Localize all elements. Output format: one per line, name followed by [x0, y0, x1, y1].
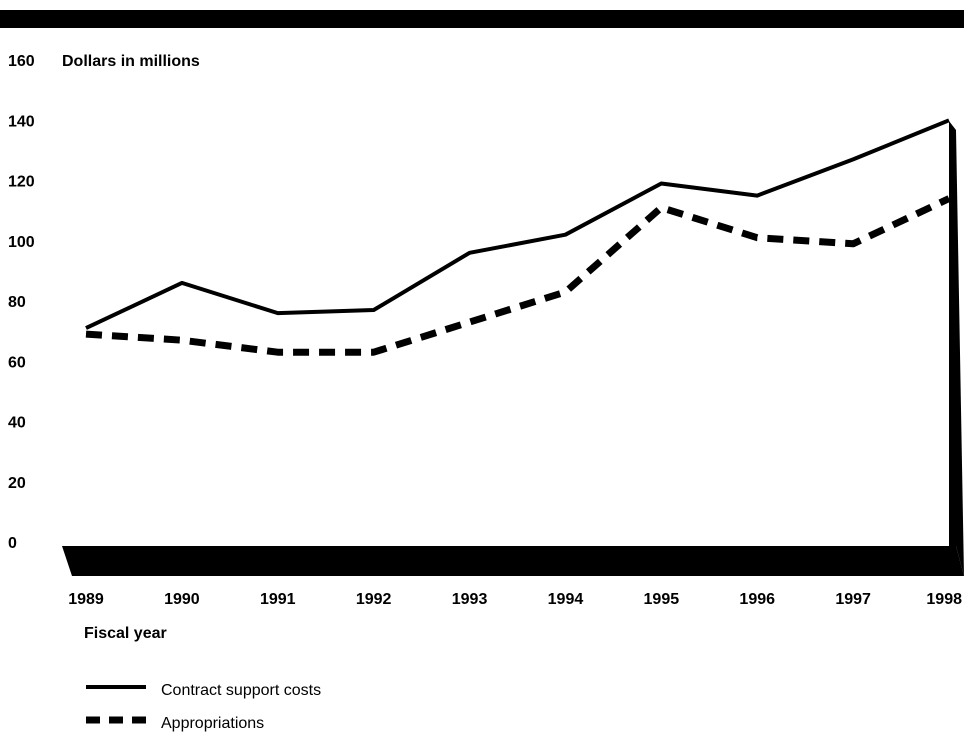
x-tick-label-1994: 1994 [548, 591, 584, 608]
x-tick-label-1989: 1989 [68, 591, 104, 608]
x-tick-label-1991: 1991 [260, 591, 296, 608]
x-axis-label: Fiscal year [84, 625, 167, 642]
x-tick-label-1997: 1997 [835, 591, 871, 608]
x-axis-ticks: 1989 1990 1991 1992 1993 1994 1995 1996 1997 1998 [68, 591, 962, 608]
chart-base-floor [62, 546, 964, 576]
x-tick-label-1993: 1993 [452, 591, 488, 608]
x-tick-label-1998: 1998 [926, 591, 962, 608]
y-axis-ticks: 0 20 40 60 80 100 120 140 160 [8, 53, 35, 552]
y-tick-label-140: 140 [8, 113, 35, 130]
x-tick-label-1996: 1996 [739, 591, 775, 608]
y-tick-label-40: 40 [8, 415, 26, 432]
series-line-appropriations [85, 195, 951, 356]
y-tick-label-100: 100 [8, 234, 35, 251]
series-layer [85, 118, 951, 356]
legend-label-appropriations: Appropriations [161, 715, 264, 732]
legend: Contract support costs Appropriations [86, 682, 321, 732]
x-tick-label-1995: 1995 [644, 591, 680, 608]
top-border-bar [0, 10, 964, 28]
x-tick-label-1990: 1990 [164, 591, 200, 608]
y-tick-label-60: 60 [8, 354, 26, 371]
y-tick-label-160: 160 [8, 53, 35, 70]
series-line-contract-support-costs [85, 118, 950, 330]
y-tick-label-120: 120 [8, 174, 35, 191]
x-tick-label-1992: 1992 [356, 591, 392, 608]
y-tick-label-0: 0 [8, 535, 17, 552]
y-axis-label: Dollars in millions [62, 53, 200, 70]
y-tick-label-80: 80 [8, 294, 26, 311]
chart-right-wall [949, 121, 964, 576]
legend-label-contract-support-costs: Contract support costs [161, 682, 321, 699]
y-tick-label-20: 20 [8, 475, 26, 492]
